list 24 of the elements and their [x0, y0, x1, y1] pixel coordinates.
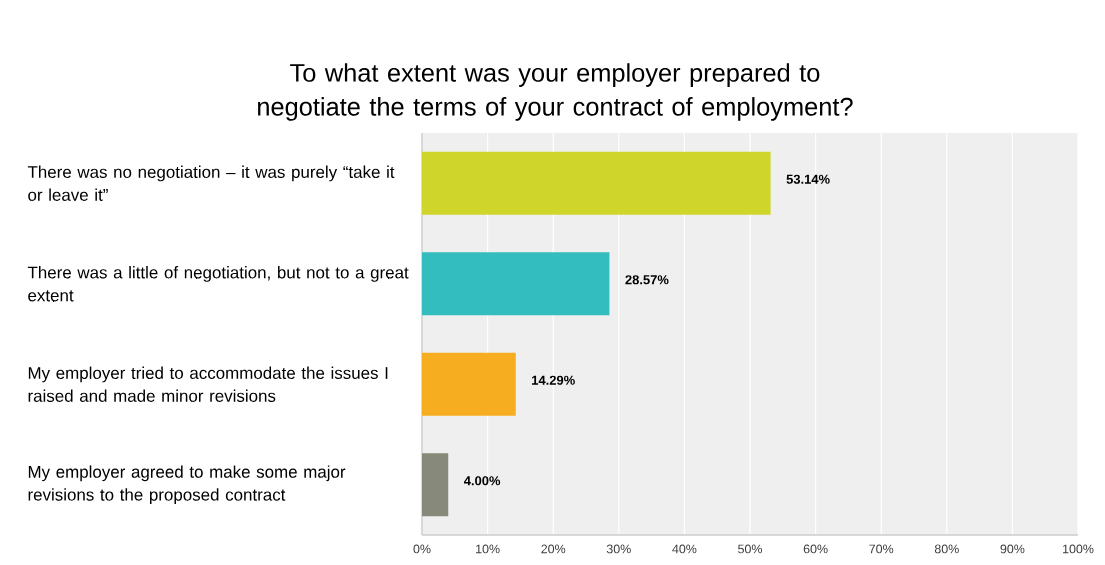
- x-tick-label: 70%: [869, 544, 894, 554]
- x-tick-label: 60%: [803, 544, 828, 554]
- bar: [422, 352, 516, 416]
- x-tick-label: 80%: [934, 544, 959, 554]
- x-tick-label: 10%: [476, 544, 500, 554]
- bar: [422, 453, 449, 517]
- data-label: 14.29%: [532, 375, 575, 385]
- y-tick-label: My employer agreed to make some major revisions to the proposed contract: [28, 465, 346, 505]
- x-tick-label: 40%: [672, 544, 697, 554]
- bar: [422, 151, 771, 215]
- data-label: 53.14%: [786, 174, 830, 184]
- x-tick-label: 20%: [541, 544, 566, 554]
- y-tick-label: There was a little of negotiation, but not to a great extent: [27, 266, 409, 302]
- y-tick-label: There was no negotiation – it was purely “take it or leave it”: [27, 165, 395, 201]
- data-label: 4.00%: [463, 476, 501, 486]
- x-tick-label: 0%: [413, 544, 431, 554]
- chart-title: To what extent was your employer prepared to negotiate the terms of your contract of employment?: [258, 63, 853, 121]
- x-tick-label: 90%: [1000, 544, 1025, 554]
- x-tick-label: 30%: [606, 544, 631, 554]
- x-tick-label: 50%: [738, 544, 763, 554]
- bar: [422, 252, 610, 316]
- y-tick-label: My employer tried to accommodate the issues I raised and made minor revisions: [28, 366, 388, 402]
- data-label: 28.57%: [625, 275, 669, 285]
- x-tick-label: 100%: [1063, 544, 1094, 554]
